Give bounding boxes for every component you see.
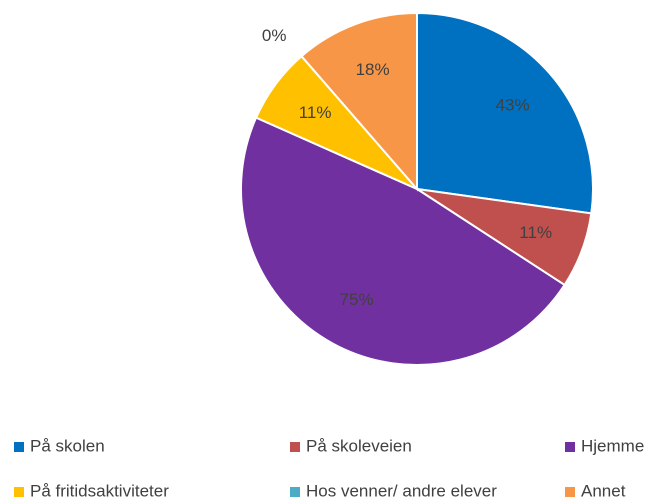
data-label: 11% xyxy=(299,103,332,122)
data-label: 11% xyxy=(519,223,552,242)
data-label: 43% xyxy=(496,95,530,114)
pie-slice xyxy=(240,116,566,366)
data-label: 75% xyxy=(340,290,374,309)
legend-label: Annet xyxy=(581,481,626,500)
legend-label: På skoleveien xyxy=(306,436,412,455)
legend-swatch xyxy=(14,487,24,497)
pie-slice xyxy=(300,11,418,192)
legend-label: Hos venner/ andre elever xyxy=(306,481,497,500)
legend-swatch xyxy=(290,442,300,452)
data-label: 0% xyxy=(262,26,287,45)
pie-slice xyxy=(416,11,594,215)
data-label: 18% xyxy=(356,60,390,79)
legend-label: Hjemme xyxy=(581,436,644,455)
legend-swatch xyxy=(565,442,575,452)
legend-label: På fritidsaktiviteter xyxy=(30,481,169,500)
legend-swatch xyxy=(565,487,575,497)
legend-label: På skolen xyxy=(30,436,105,455)
legend-swatch xyxy=(290,487,300,497)
legend-swatch xyxy=(14,442,24,452)
